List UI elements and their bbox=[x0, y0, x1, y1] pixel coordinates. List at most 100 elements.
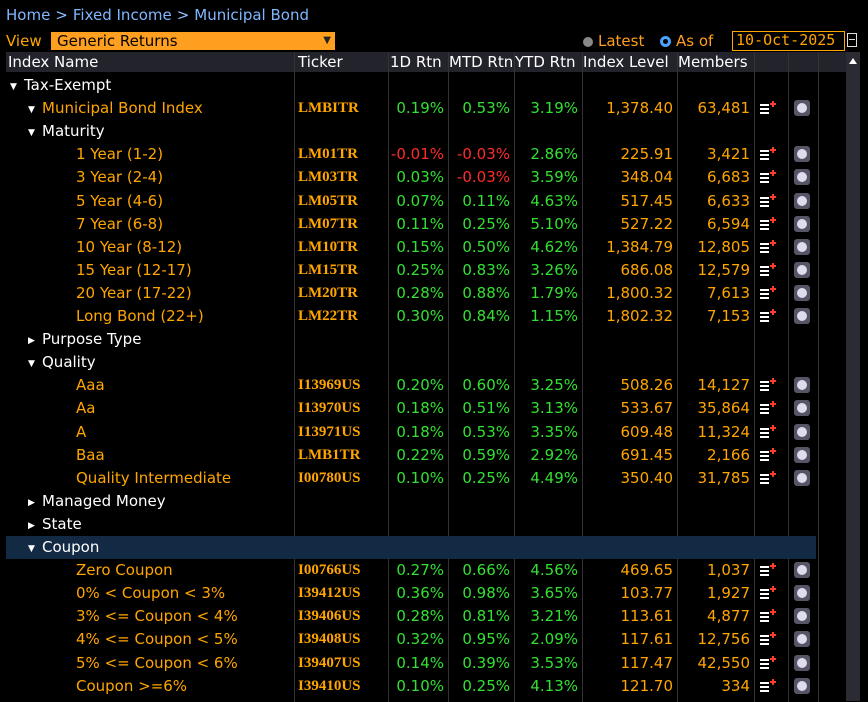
table-row[interactable]: A I13971US 0.18% 0.53% 3.35% 609.48 11,324 bbox=[6, 421, 816, 444]
add-to-list-icon[interactable] bbox=[760, 309, 776, 324]
chart-icon[interactable] bbox=[794, 308, 810, 324]
collapse-triangle-icon[interactable]: ▼ bbox=[28, 544, 35, 554]
chart-icon[interactable] bbox=[794, 400, 810, 417]
add-to-list-icon[interactable] bbox=[760, 285, 776, 301]
breadcrumb-municipal-bond[interactable]: Municipal Bond bbox=[194, 6, 309, 24]
index-name-cell[interactable]: 1 Year (1-2) bbox=[76, 143, 163, 166]
table-row[interactable]: Aa I13970US 0.18% 0.51% 3.13% 533.67 35,864 bbox=[6, 397, 816, 420]
add-to-list-icon[interactable] bbox=[760, 170, 776, 185]
group-row[interactable]: ▼ Quality bbox=[6, 351, 816, 374]
ticker-cell[interactable]: LMB1TR bbox=[298, 446, 361, 463]
chart-icon[interactable] bbox=[794, 377, 810, 394]
add-to-list-icon[interactable] bbox=[760, 609, 776, 624]
ticker-cell[interactable]: I13971US bbox=[298, 423, 361, 440]
chart-icon[interactable] bbox=[794, 446, 810, 463]
chart-icon[interactable] bbox=[794, 215, 810, 232]
chart-icon[interactable] bbox=[794, 654, 810, 671]
ticker-cell[interactable]: I39408US bbox=[298, 631, 361, 648]
add-to-list-icon[interactable] bbox=[760, 563, 776, 578]
expand-triangle-icon[interactable]: ▶ bbox=[28, 336, 35, 347]
chart-icon[interactable] bbox=[794, 192, 810, 209]
index-name-cell[interactable]: Aaa bbox=[76, 374, 105, 397]
chart-icon[interactable] bbox=[794, 469, 810, 486]
table-row[interactable]: 0% < Coupon < 3% I39412US 0.36% 0.98% 3.65% 1… bbox=[6, 582, 816, 605]
chart-icon[interactable] bbox=[794, 169, 810, 186]
group-row[interactable]: ▶ Purpose Type bbox=[6, 328, 816, 351]
add-to-list-icon[interactable] bbox=[760, 655, 776, 671]
group-row[interactable]: ▶ State bbox=[6, 513, 816, 536]
ticker-cell[interactable]: I39407US bbox=[298, 654, 361, 671]
table-row[interactable]: ▼ Municipal Bond Index LMBITR 0.19% 0.53% 3.1… bbox=[6, 97, 816, 120]
ticker-cell[interactable]: LM03TR bbox=[298, 169, 358, 186]
vertical-scrollbar[interactable] bbox=[846, 52, 860, 701]
collapse-triangle-icon[interactable]: ▼ bbox=[28, 105, 35, 116]
group-row[interactable]: ▼ Coupon bbox=[6, 536, 816, 559]
chart-icon[interactable] bbox=[794, 100, 810, 117]
chart-icon[interactable] bbox=[794, 677, 810, 694]
ticker-cell[interactable]: LM01TR bbox=[298, 146, 358, 163]
index-name-cell[interactable]: Baa bbox=[76, 444, 105, 467]
table-row[interactable]: 5% <= Coupon < 6% I39407US 0.14% 0.39% 3.53%… bbox=[6, 652, 816, 675]
col-index-name[interactable]: Index Name bbox=[8, 53, 99, 71]
ticker-cell[interactable]: LM05TR bbox=[298, 192, 358, 209]
index-name-cell[interactable]: 15 Year (12-17) bbox=[76, 259, 192, 282]
index-name-cell[interactable]: Zero Coupon bbox=[76, 559, 173, 582]
index-name-cell[interactable]: Aa bbox=[76, 397, 95, 420]
index-name-cell[interactable]: Coupon >=6% bbox=[76, 675, 187, 698]
index-name-cell[interactable]: 10 Year (8-12) bbox=[76, 236, 182, 259]
ticker-cell[interactable]: LM10TR bbox=[298, 238, 358, 255]
table-row[interactable]: 1 Year (1-2) LM01TR -0.01% -0.03% 2.86% 225.9… bbox=[6, 143, 816, 166]
index-name-cell[interactable]: ▼ Quality bbox=[28, 351, 96, 374]
index-name-cell[interactable]: ▶ Managed Money bbox=[28, 490, 166, 513]
ticker-cell[interactable]: LM20TR bbox=[298, 284, 358, 301]
group-row[interactable]: ▶ Managed Money bbox=[6, 490, 816, 513]
ticker-cell[interactable]: I00766US bbox=[298, 562, 361, 579]
group-row[interactable]: ▼ Tax-Exempt bbox=[6, 74, 816, 97]
ticker-cell[interactable]: I13969US bbox=[298, 377, 361, 394]
breadcrumb-fixed-income[interactable]: Fixed Income bbox=[72, 6, 172, 24]
chart-icon[interactable] bbox=[794, 423, 810, 440]
chart-icon[interactable] bbox=[794, 585, 810, 602]
index-name-cell[interactable]: Long Bond (22+) bbox=[76, 305, 204, 328]
index-name-cell[interactable]: Quality Intermediate bbox=[76, 467, 231, 490]
collapse-triangle-icon[interactable]: ▼ bbox=[10, 82, 17, 92]
table-row[interactable]: 3% <= Coupon < 4% I39406US 0.28% 0.81% 3.21%… bbox=[6, 605, 816, 628]
index-name-cell[interactable]: ▶ Purpose Type bbox=[28, 328, 141, 351]
table-row[interactable]: Zero Coupon I00766US 0.27% 0.66% 4.56% 469.65… bbox=[6, 559, 816, 582]
add-to-list-icon[interactable] bbox=[760, 586, 776, 601]
chart-icon[interactable] bbox=[794, 238, 810, 255]
add-to-list-icon[interactable] bbox=[760, 239, 776, 255]
table-row[interactable]: 20 Year (17-22) LM20TR 0.28% 0.88% 1.79% 1,80… bbox=[6, 282, 816, 305]
index-name-cell[interactable]: 20 Year (17-22) bbox=[76, 282, 192, 305]
index-name-cell[interactable]: A bbox=[76, 421, 86, 444]
add-to-list-icon[interactable] bbox=[760, 470, 776, 486]
table-row[interactable]: Baa LMB1TR 0.22% 0.59% 2.92% 691.45 2,166 bbox=[6, 444, 816, 467]
group-row[interactable]: ▼ Maturity bbox=[6, 120, 816, 143]
add-to-list-icon[interactable] bbox=[760, 193, 776, 209]
index-name-cell[interactable]: 0% < Coupon < 3% bbox=[76, 582, 225, 605]
table-row[interactable]: 5 Year (4-6) LM05TR 0.07% 0.11% 4.63% 517.45 6… bbox=[6, 190, 816, 213]
view-dropdown[interactable]: Generic Returns ▼ bbox=[51, 32, 335, 50]
latest-radio[interactable]: Latest bbox=[583, 31, 644, 51]
index-name-cell[interactable]: ▼ Coupon bbox=[28, 536, 99, 559]
col-members[interactable]: Members bbox=[678, 53, 748, 71]
add-to-list-icon[interactable] bbox=[760, 678, 776, 694]
index-name-cell[interactable]: 7 Year (6-8) bbox=[76, 213, 163, 236]
ticker-cell[interactable]: LM22TR bbox=[298, 308, 358, 324]
ticker-cell[interactable]: LMBITR bbox=[298, 100, 359, 117]
table-row[interactable]: 3 Year (2-4) LM03TR 0.03% -0.03% 3.59% 348.04… bbox=[6, 166, 816, 189]
chart-icon[interactable] bbox=[794, 261, 810, 278]
index-name-cell[interactable]: ▼ Municipal Bond Index bbox=[28, 97, 203, 120]
chart-icon[interactable] bbox=[794, 146, 810, 163]
calendar-icon[interactable] bbox=[847, 33, 857, 47]
ticker-cell[interactable]: I00780US bbox=[298, 469, 361, 486]
chart-icon[interactable] bbox=[794, 284, 810, 301]
as-of-date-input[interactable]: 10-Oct-2025 bbox=[732, 31, 845, 51]
table-row[interactable]: Long Bond (22+) LM22TR 0.30% 0.84% 1.15% 1,80… bbox=[6, 305, 816, 328]
add-to-list-icon[interactable] bbox=[760, 424, 776, 440]
col-mtd-rtn[interactable]: MTD Rtn bbox=[449, 53, 514, 71]
ticker-cell[interactable]: I39412US bbox=[298, 585, 361, 602]
breadcrumb-home[interactable]: Home bbox=[6, 6, 51, 24]
index-name-cell[interactable]: 3 Year (2-4) bbox=[76, 166, 163, 189]
index-name-cell[interactable]: 5% <= Coupon < 6% bbox=[76, 652, 238, 675]
